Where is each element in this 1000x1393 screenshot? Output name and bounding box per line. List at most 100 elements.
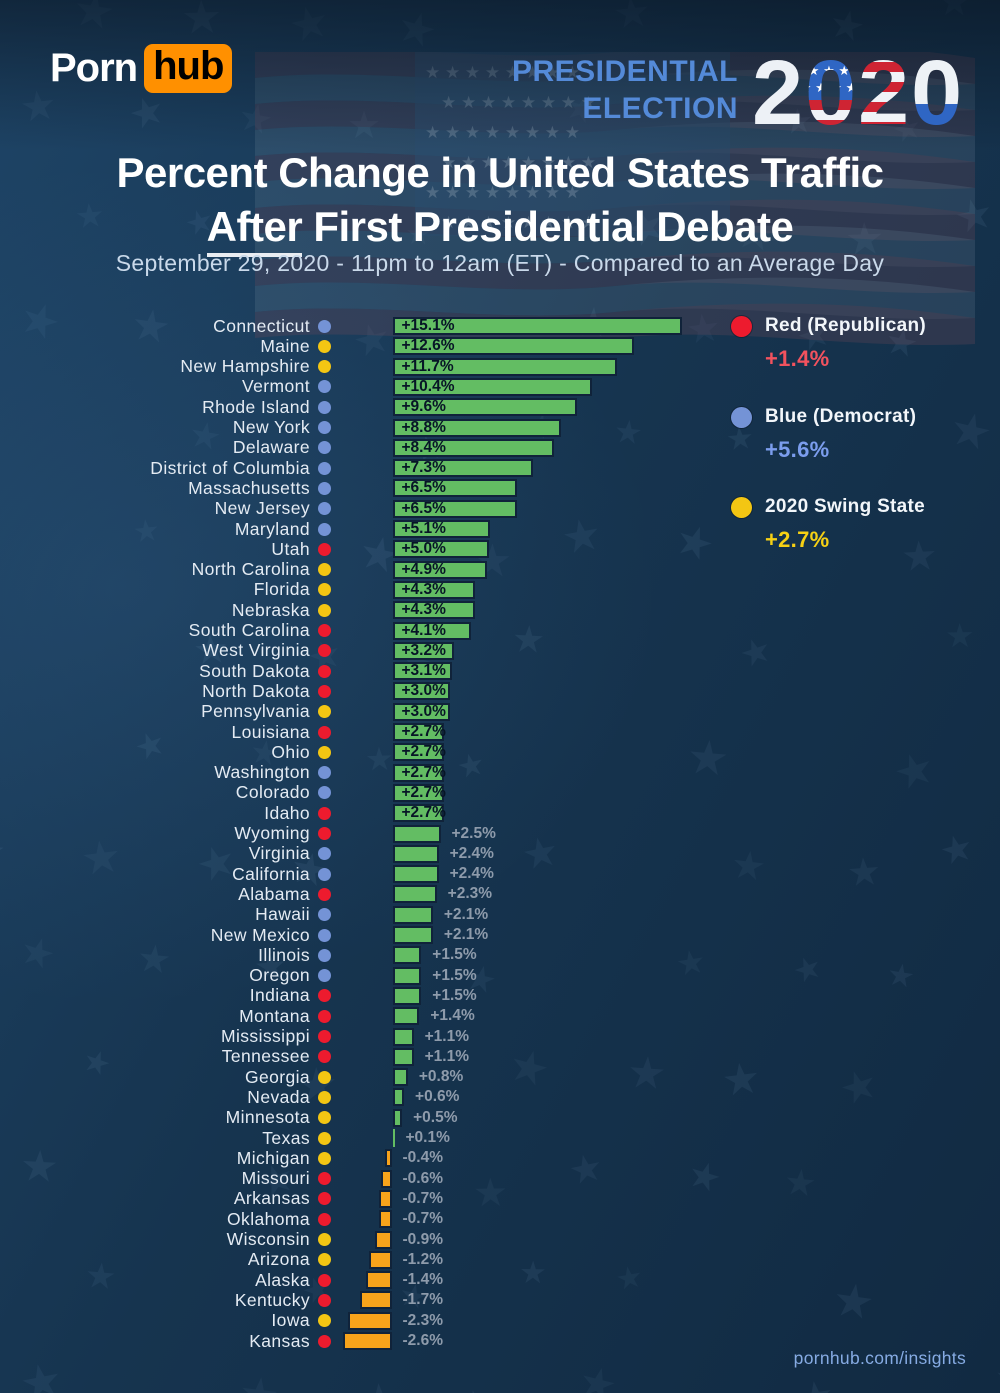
value-label: +2.4%: [449, 844, 494, 862]
chart-row: Kansas -2.6%: [0, 1331, 1000, 1351]
party-dot-swing: [318, 745, 331, 759]
party-dot-swing: [318, 1314, 331, 1328]
chart-row: Idaho +2.7%: [0, 803, 1000, 823]
state-label: Texas: [262, 1127, 310, 1148]
party-dot-red: [318, 1050, 331, 1064]
party-dot-swing: [318, 583, 331, 597]
state-label: New Mexico: [210, 924, 310, 945]
value-label: -1.4%: [402, 1271, 444, 1289]
state-label: Delaware: [232, 437, 310, 458]
state-label: West Virginia: [202, 640, 310, 661]
value-label: -0.6%: [402, 1169, 444, 1187]
state-label: Tennessee: [221, 1046, 310, 1067]
chart-row: Wisconsin -0.9%: [0, 1229, 1000, 1250]
state-label: Connecticut: [213, 315, 310, 336]
traffic-bar: [359, 1291, 393, 1310]
chart-row: California +2.4%: [0, 864, 1000, 884]
state-label: Georgia: [244, 1066, 310, 1087]
chart-row: Indiana +1.5%: [0, 985, 1000, 1006]
decorative-star: ★: [795, 1373, 837, 1393]
value-label: +2.5%: [451, 824, 496, 842]
traffic-bar: [392, 946, 422, 965]
party-dot-blue: [318, 847, 331, 861]
value-label: +5.0%: [401, 540, 446, 558]
state-label: Washington: [214, 762, 310, 783]
party-dot-red: [318, 644, 331, 658]
party-dot-red: [318, 887, 331, 901]
traffic-bar: [392, 418, 562, 437]
traffic-bar: [392, 804, 445, 823]
traffic-bar: [392, 499, 518, 518]
value-label: +9.6%: [401, 398, 446, 416]
legend-dot: [731, 315, 752, 337]
traffic-bar: [392, 560, 487, 579]
traffic-bar: [392, 844, 439, 863]
state-label: Alabama: [238, 883, 310, 904]
chart-row: New Hampshire +11.7%: [0, 356, 1000, 377]
state-label: Maine: [260, 335, 310, 356]
legend-label: Red (Republican): [765, 315, 927, 336]
traffic-bar: [365, 1271, 393, 1290]
state-label: Maryland: [234, 518, 310, 539]
svg-text:2: 2: [858, 42, 909, 138]
traffic-bar: [392, 885, 437, 904]
chart-row: South Dakota +3.1%: [0, 661, 1000, 681]
state-label: Idaho: [264, 802, 310, 823]
value-label: +1.5%: [432, 986, 477, 1004]
traffic-bar: [392, 1108, 403, 1127]
title-line-2-rest: First Presidential Debate: [302, 203, 794, 250]
state-label: New Hampshire: [180, 356, 310, 377]
party-dot-swing: [318, 1151, 331, 1165]
election-line-1: PRESIDENTIAL: [511, 55, 738, 88]
party-dot-red: [318, 542, 331, 556]
pornhub-logo: Porn hub: [50, 44, 233, 93]
title-after-underlined: After: [206, 203, 303, 257]
state-label: California: [232, 863, 310, 884]
chart-row: West Virginia +3.2%: [0, 640, 1000, 661]
decorative-star: ★: [283, 0, 335, 53]
chart-row: Tennessee +1.1%: [0, 1046, 1000, 1067]
value-label: +2.7%: [401, 804, 446, 822]
state-label: Arkansas: [233, 1188, 310, 1209]
chart-row: Connecticut +15.1%: [0, 316, 1000, 336]
traffic-bar: [379, 1189, 393, 1208]
party-dot-red: [318, 1334, 331, 1348]
decorative-star: ★: [69, 0, 120, 40]
state-label: South Dakota: [199, 660, 310, 681]
decorative-star: ★: [990, 1356, 1000, 1393]
state-label: New Jersey: [214, 498, 310, 519]
party-dot-red: [318, 989, 331, 1003]
party-dot-red: [318, 1273, 331, 1287]
decorative-star: ★: [347, 105, 382, 147]
legend-dot: [731, 406, 752, 428]
chart-row: North Carolina +4.9%: [0, 559, 1000, 580]
chart-row: New York +8.8%: [0, 417, 1000, 438]
chart-subtitle: September 29, 2020 - 11pm to 12am (ET) -…: [115, 250, 885, 276]
traffic-bar: [392, 926, 433, 944]
value-label: +3.0%: [401, 682, 446, 700]
traffic-bar: [392, 702, 451, 721]
traffic-bar: [392, 783, 445, 802]
chart-row: Illinois +1.5%: [0, 945, 1000, 965]
state-traffic-bar-chart: Connecticut +15.1% Maine +12.6% New Hampshir…: [0, 316, 1000, 1356]
party-dot-blue: [318, 948, 331, 962]
chart-row: Texas +0.1%: [0, 1128, 1000, 1148]
state-label: Kentucky: [234, 1289, 310, 1310]
insights-link[interactable]: pornhub.com/insights: [793, 1348, 966, 1368]
decorative-star: ★: [936, 0, 973, 25]
state-label: Indiana: [249, 985, 310, 1006]
state-label: Massachusetts: [188, 477, 310, 498]
state-label: New York: [232, 417, 310, 437]
party-dot-red: [318, 624, 331, 637]
chart-row: District of Columbia +7.3%: [0, 458, 1000, 478]
chart-row: Rhode Island +9.6%: [0, 397, 1000, 417]
value-label: -2.3%: [402, 1311, 444, 1329]
traffic-bar: [392, 459, 533, 478]
value-label: +11.7%: [401, 357, 454, 375]
state-label: Minnesota: [225, 1107, 310, 1128]
party-dot-blue: [318, 461, 331, 475]
legend-average-value: +2.7%: [765, 527, 830, 552]
value-label: +0.8%: [418, 1068, 464, 1086]
value-label: -0.4%: [402, 1149, 444, 1167]
